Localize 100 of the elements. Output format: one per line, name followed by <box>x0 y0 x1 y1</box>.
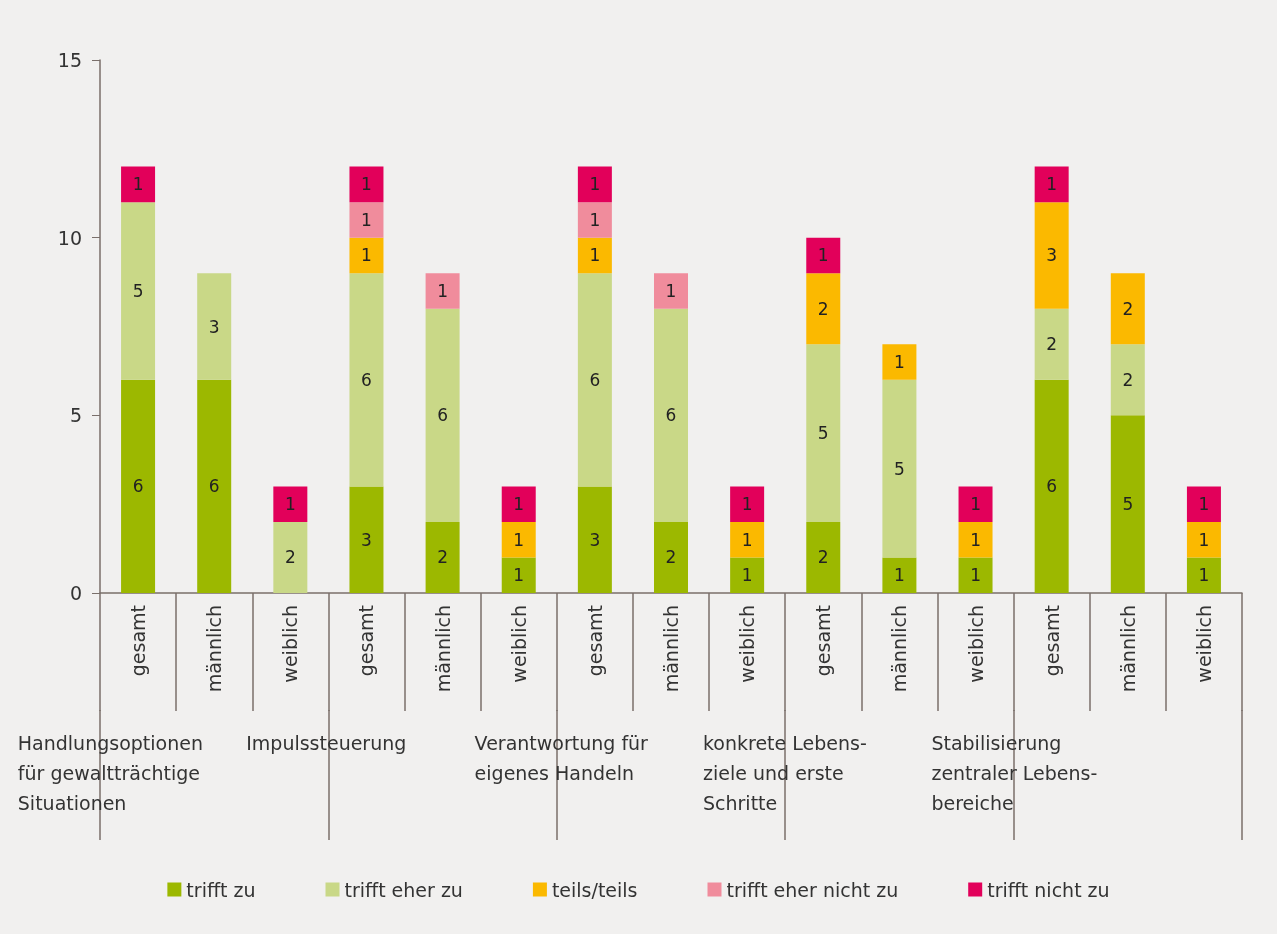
bar <box>1110 415 1145 593</box>
bar <box>349 202 384 238</box>
data-label: 6 <box>132 476 144 497</box>
bar <box>121 166 156 203</box>
data-label: 1 <box>361 245 372 266</box>
x-tick-label: weiblich <box>964 605 987 683</box>
data-label: 5 <box>817 423 829 444</box>
data-label: 1 <box>589 245 601 266</box>
bar <box>1186 557 1221 593</box>
data-label: 3 <box>208 316 220 337</box>
data-label: 2 <box>1122 298 1134 319</box>
bar <box>349 273 384 487</box>
data-label: 6 <box>665 405 677 426</box>
bar <box>121 202 156 380</box>
bar <box>882 557 917 593</box>
y-tick-label: 15 <box>57 49 82 71</box>
bar <box>577 237 612 274</box>
x-tick-label: gesamt <box>127 605 150 677</box>
bar <box>577 166 612 203</box>
legend-label: trifft zu <box>186 878 256 901</box>
x-tick-label: männlich <box>1116 605 1139 693</box>
bar <box>1034 379 1069 593</box>
text: Verantwortung für eigenes Handeln <box>474 732 649 784</box>
y-tick-label: 0 <box>69 582 82 604</box>
bar <box>1110 344 1145 416</box>
data-label: 5 <box>1122 494 1134 515</box>
data-label: 1 <box>1046 174 1058 195</box>
data-label: 2 <box>284 547 296 568</box>
bar <box>349 237 384 274</box>
x-tick-label: gesamt <box>355 605 378 677</box>
bar <box>1186 521 1221 558</box>
bar <box>958 486 993 522</box>
data-label: 2 <box>1122 369 1134 390</box>
x-tick-label: männlich <box>888 605 911 693</box>
data-label: 1 <box>970 494 981 515</box>
bar <box>1034 202 1069 309</box>
data-label: 1 <box>1198 529 1210 550</box>
data-label: 1 <box>1198 494 1210 515</box>
bar <box>654 521 688 593</box>
data-label: 6 <box>589 369 601 390</box>
data-label: 1 <box>741 529 753 550</box>
bar <box>1034 166 1069 203</box>
data-label: 1 <box>970 529 981 550</box>
data-label: 3 <box>361 529 372 550</box>
legend-label: trifft eher zu <box>344 878 463 901</box>
bar <box>121 379 156 593</box>
data-label: 1 <box>589 174 601 195</box>
bar <box>806 237 841 274</box>
y-tick-label: 5 <box>69 404 82 427</box>
bar <box>197 273 232 380</box>
legend-label: trifft nicht zu <box>987 878 1110 901</box>
x-tick-label: weiblich <box>279 605 302 683</box>
bar <box>577 486 612 593</box>
text: Handlungsoptionen für gewaltträchtige Situationen <box>17 732 203 814</box>
data-label: 1 <box>741 494 753 515</box>
data-label: 1 <box>817 245 829 266</box>
bar <box>197 379 232 593</box>
data-label: 1 <box>665 280 677 301</box>
bar <box>730 557 765 593</box>
data-label: 1 <box>513 529 525 550</box>
data-label: 1 <box>361 174 372 195</box>
x-tick-label: weiblich <box>1192 605 1215 683</box>
bar <box>958 521 993 558</box>
data-label: 1 <box>513 494 525 515</box>
x-tick-label: gesamt <box>812 605 835 677</box>
bar <box>806 273 841 345</box>
data-label: 1 <box>361 209 372 230</box>
data-label: 1 <box>1198 565 1210 586</box>
bar <box>349 486 384 593</box>
data-label: 3 <box>1046 245 1058 266</box>
bar <box>425 521 460 593</box>
data-label: 2 <box>665 547 677 568</box>
bar <box>501 486 536 522</box>
legend-label: trifft eher nicht zu <box>726 878 899 901</box>
data-label: 2 <box>817 547 829 568</box>
data-label: 5 <box>893 458 905 479</box>
data-label: 6 <box>437 405 449 426</box>
y-tick-label: 10 <box>57 226 82 249</box>
bar <box>1186 486 1221 522</box>
bar <box>501 557 536 593</box>
x-tick-label: gesamt <box>1040 605 1063 677</box>
data-label: 1 <box>970 565 981 586</box>
data-label: 1 <box>741 565 753 586</box>
data-label: 1 <box>132 174 144 195</box>
x-tick-label: gesamt <box>583 605 606 677</box>
x-tick-label: männlich <box>203 605 226 693</box>
data-label: 1 <box>513 565 525 586</box>
bar <box>577 202 612 238</box>
text: konkrete Lebens- ziele und erste Schritte <box>703 732 867 814</box>
x-tick-label: männlich <box>431 605 454 693</box>
bar <box>501 521 536 558</box>
bar <box>273 486 308 522</box>
bar <box>654 273 688 309</box>
data-label: 2 <box>437 547 449 568</box>
x-tick-label: weiblich <box>507 605 530 683</box>
bar <box>654 308 688 522</box>
bar <box>806 344 841 522</box>
bar <box>882 379 917 558</box>
bar <box>806 521 841 593</box>
data-label: 1 <box>893 352 905 373</box>
